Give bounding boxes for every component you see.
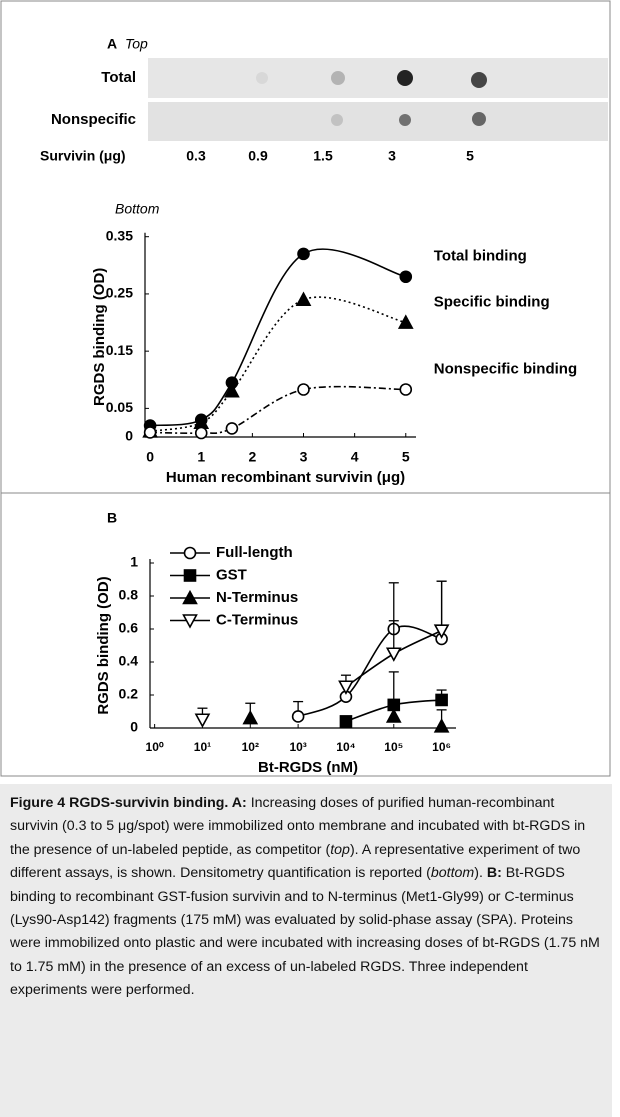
blot-row-label: Nonspecific xyxy=(51,111,136,128)
y-tick-label: 0 xyxy=(125,428,133,444)
series-label: Total binding xyxy=(434,248,527,265)
blot-spot xyxy=(471,72,487,88)
blot-spot xyxy=(472,112,486,126)
x-tick-label: 10⁰ xyxy=(146,740,164,754)
y-axis-label: RGDS binding (OD) xyxy=(91,268,108,406)
blot-row xyxy=(148,102,608,141)
y-tick-label: 0.25 xyxy=(106,285,133,301)
x-tick-label: 10¹ xyxy=(194,740,211,754)
series-label: Specific binding xyxy=(434,294,550,311)
x-tick-label: 10⁵ xyxy=(384,740,403,754)
x-tick-label: 4 xyxy=(351,449,359,465)
marker xyxy=(400,384,411,395)
blot-axis-label: Survivin (μg) xyxy=(40,148,126,164)
marker xyxy=(298,384,309,395)
marker xyxy=(298,248,309,259)
x-tick-label: 10⁴ xyxy=(336,740,355,754)
blot-spot xyxy=(256,72,268,84)
y-tick-label: 0.05 xyxy=(106,399,133,415)
x-tick-label: 5 xyxy=(402,449,410,465)
marker xyxy=(196,427,207,438)
caption-text: Figure 4 RGDS-survivin binding. xyxy=(10,795,232,811)
blot-spot xyxy=(331,114,343,126)
blot-spot xyxy=(331,71,345,85)
y-tick-label: 0.35 xyxy=(106,227,133,243)
series-label: Nonspecific binding xyxy=(434,360,577,377)
y-tick-label: 0.4 xyxy=(119,653,139,669)
blot-dose-label: 3 xyxy=(388,148,396,164)
y-tick-label: 0.2 xyxy=(119,686,139,702)
caption: Figure 4 RGDS-survivin binding. A: Incre… xyxy=(0,784,612,1117)
page: {"blot": {"label": "A", "sublabel": "Top… xyxy=(0,0,620,1117)
marker xyxy=(226,423,237,434)
caption-text: bottom xyxy=(431,865,474,881)
marker xyxy=(400,271,411,282)
x-tick-label: 10⁶ xyxy=(432,740,451,754)
blot-row-label: Total xyxy=(101,69,136,86)
blot-dose-label: 5 xyxy=(466,148,474,164)
panel-label: B xyxy=(107,510,117,526)
blot-dose-label: 0.3 xyxy=(186,148,206,164)
legend-marker xyxy=(185,570,196,581)
panel-label: A xyxy=(107,36,117,52)
blot-spot xyxy=(399,114,411,126)
caption-text: ). xyxy=(474,865,487,881)
x-tick-label: 1 xyxy=(197,449,205,465)
legend-label: GST xyxy=(216,566,247,583)
figure: A Top Survivin (μg) Total Nonspecific 0.3 0… xyxy=(0,0,612,780)
caption-text: top xyxy=(330,842,350,858)
x-tick-label: 10³ xyxy=(289,740,306,754)
marker xyxy=(293,711,304,722)
x-tick-label: 2 xyxy=(248,449,256,465)
legend-marker xyxy=(185,548,196,559)
y-tick-label: 0 xyxy=(130,719,138,735)
subtitle: Bottom xyxy=(115,201,160,217)
panel-sublabel: Top xyxy=(125,36,148,52)
x-tick-label: 0 xyxy=(146,449,154,465)
blot-row xyxy=(148,58,608,98)
x-axis-label: Bt-RGDS (nM) xyxy=(258,759,358,776)
caption-text: B: xyxy=(487,865,502,881)
marker xyxy=(145,427,156,438)
legend-label: Full-length xyxy=(216,544,293,561)
marker xyxy=(340,716,351,727)
caption-text: A: xyxy=(232,795,247,811)
blot-dose-label: 0.9 xyxy=(248,148,268,164)
y-tick-label: 0.15 xyxy=(106,342,133,358)
caption-text: Bt-RGDS binding to recombinant GST-fusio… xyxy=(10,865,600,998)
marker xyxy=(436,694,447,705)
y-axis-label: RGDS binding (OD) xyxy=(95,576,112,714)
x-tick-label: 3 xyxy=(300,449,308,465)
x-tick-label: 10² xyxy=(242,740,259,754)
blot-spot xyxy=(397,70,413,86)
legend-label: C-Terminus xyxy=(216,611,298,628)
x-axis-label: Human recombinant survivin (μg) xyxy=(166,469,405,486)
y-tick-label: 0.8 xyxy=(119,587,139,603)
legend-label: N-Terminus xyxy=(216,589,298,606)
y-tick-label: 0.6 xyxy=(119,620,139,636)
blot-dose-label: 1.5 xyxy=(313,148,333,164)
y-tick-label: 1 xyxy=(130,554,138,570)
